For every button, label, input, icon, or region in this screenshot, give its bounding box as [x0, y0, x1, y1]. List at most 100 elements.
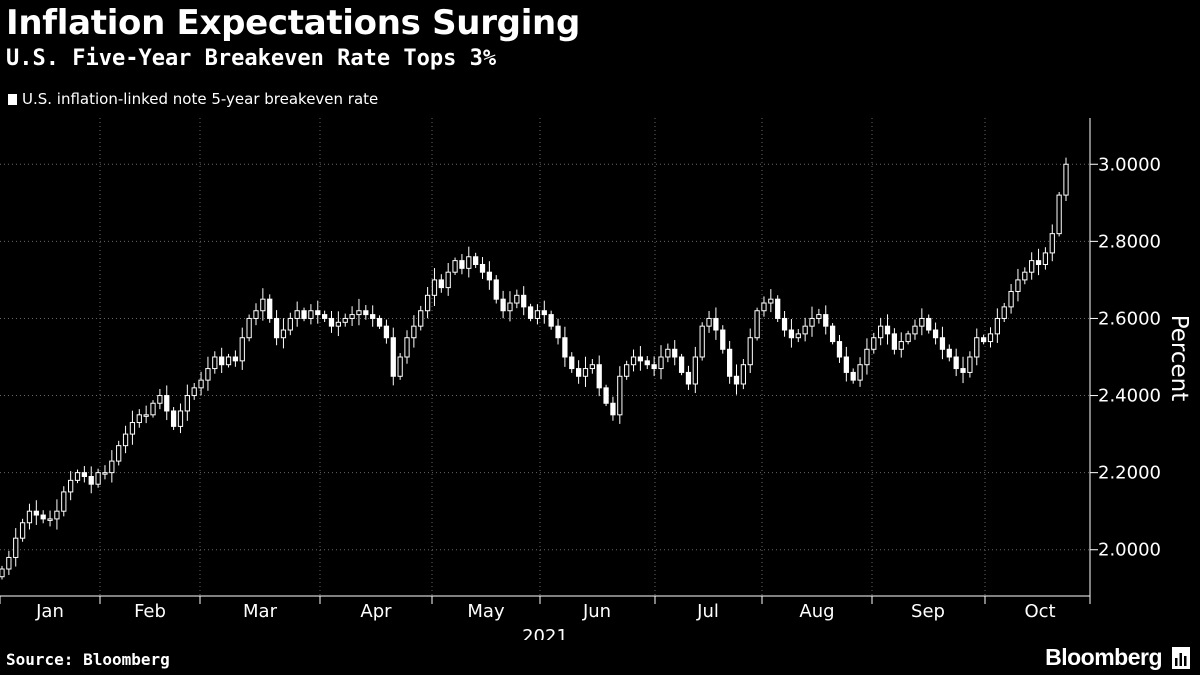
candle-body: [1035, 260, 1042, 265]
candle: [919, 308, 925, 336]
candle: [479, 257, 486, 279]
candle: [445, 262, 451, 296]
candle: [431, 268, 438, 306]
candle: [493, 275, 499, 304]
candle: [857, 357, 863, 387]
candle-body: [301, 310, 307, 319]
candle-body: [891, 333, 898, 350]
candle: [823, 305, 829, 335]
candle-body: [905, 333, 911, 343]
candle-body: [356, 310, 362, 316]
candle: [212, 351, 218, 374]
candle-body: [273, 317, 280, 339]
candle-body: [232, 356, 239, 362]
candle-body: [1022, 271, 1028, 281]
candle: [102, 465, 108, 480]
candle: [836, 334, 843, 363]
candle: [184, 384, 190, 421]
candle: [438, 274, 444, 293]
candle: [397, 353, 403, 380]
candle: [1042, 247, 1049, 270]
candle: [219, 347, 225, 374]
candle-body: [68, 479, 74, 493]
y-tick-label: 2.8000: [1098, 231, 1161, 252]
candle-body: [177, 410, 184, 427]
candle: [596, 355, 602, 397]
candle-body: [473, 256, 479, 265]
candle-body: [713, 317, 719, 331]
candle-body: [672, 348, 678, 358]
candle-body: [466, 256, 472, 269]
candle-body: [946, 348, 952, 358]
candle-body: [898, 341, 904, 350]
chart-title: Inflation Expectations Surging: [6, 3, 580, 43]
candle-body: [507, 302, 513, 312]
candle-body: [878, 325, 884, 339]
candle: [273, 310, 280, 346]
candle-body: [589, 364, 595, 370]
candle-body: [781, 317, 788, 331]
candle-body: [445, 271, 451, 289]
candle-body: [136, 414, 142, 424]
candle-body: [816, 314, 822, 319]
candle-body: [88, 476, 94, 485]
source-note: Source: Bloomberg: [6, 650, 170, 669]
candle-body: [919, 317, 925, 327]
candle: [617, 366, 623, 424]
candle: [781, 310, 788, 337]
candle: [967, 351, 973, 378]
candle: [507, 291, 513, 322]
candle-body: [225, 356, 232, 366]
candle-body: [1056, 194, 1062, 235]
candle-body: [198, 379, 204, 389]
candle-body: [548, 314, 554, 327]
candle: [6, 550, 12, 575]
candle: [54, 499, 60, 530]
candle: [363, 305, 369, 320]
candle-body: [651, 364, 657, 370]
candle: [246, 314, 252, 342]
candle: [81, 466, 88, 483]
candle-body: [864, 348, 870, 366]
candle-body: [912, 325, 918, 335]
candle-body: [871, 337, 877, 350]
candle: [768, 289, 774, 313]
candle: [143, 405, 149, 424]
candle: [294, 301, 300, 327]
candle-body: [376, 317, 383, 327]
candle: [980, 334, 987, 345]
candle-body: [1029, 260, 1035, 273]
legend-label: U.S. inflation-linked note 5-year breake…: [22, 90, 379, 108]
candle: [328, 310, 335, 333]
candle: [891, 328, 898, 355]
candle: [706, 310, 712, 333]
y-tick-label: 2.0000: [1098, 540, 1161, 561]
candle: [150, 400, 156, 418]
candle: [727, 340, 733, 384]
candle-body: [0, 568, 5, 578]
candle: [672, 340, 678, 366]
candle-body: [575, 368, 582, 377]
candle: [74, 469, 81, 484]
candle: [987, 327, 994, 348]
candle: [974, 328, 980, 366]
y-tick-label: 3.0000: [1098, 154, 1161, 175]
candle-body: [280, 329, 287, 339]
candle: [280, 318, 287, 349]
candle-body: [960, 368, 966, 373]
candle-body: [665, 348, 671, 358]
candle-body: [843, 356, 849, 373]
candle-body: [13, 537, 19, 558]
candle-body: [974, 337, 980, 358]
candle-body: [685, 371, 692, 385]
candle: [473, 252, 479, 269]
candle-body: [582, 368, 589, 377]
candlestick-chart: 2.0000 2.2000 2.4000 2.6000 2.8000 3.0000 Jan…: [0, 118, 1192, 640]
candle: [864, 338, 870, 375]
candle-body: [267, 298, 273, 319]
chart-subtitle: U.S. Five-Year Breakeven Rate Tops 3%: [6, 46, 497, 71]
candle: [225, 353, 232, 368]
candle: [582, 356, 589, 387]
candle: [795, 329, 801, 343]
candle-body: [555, 325, 561, 339]
